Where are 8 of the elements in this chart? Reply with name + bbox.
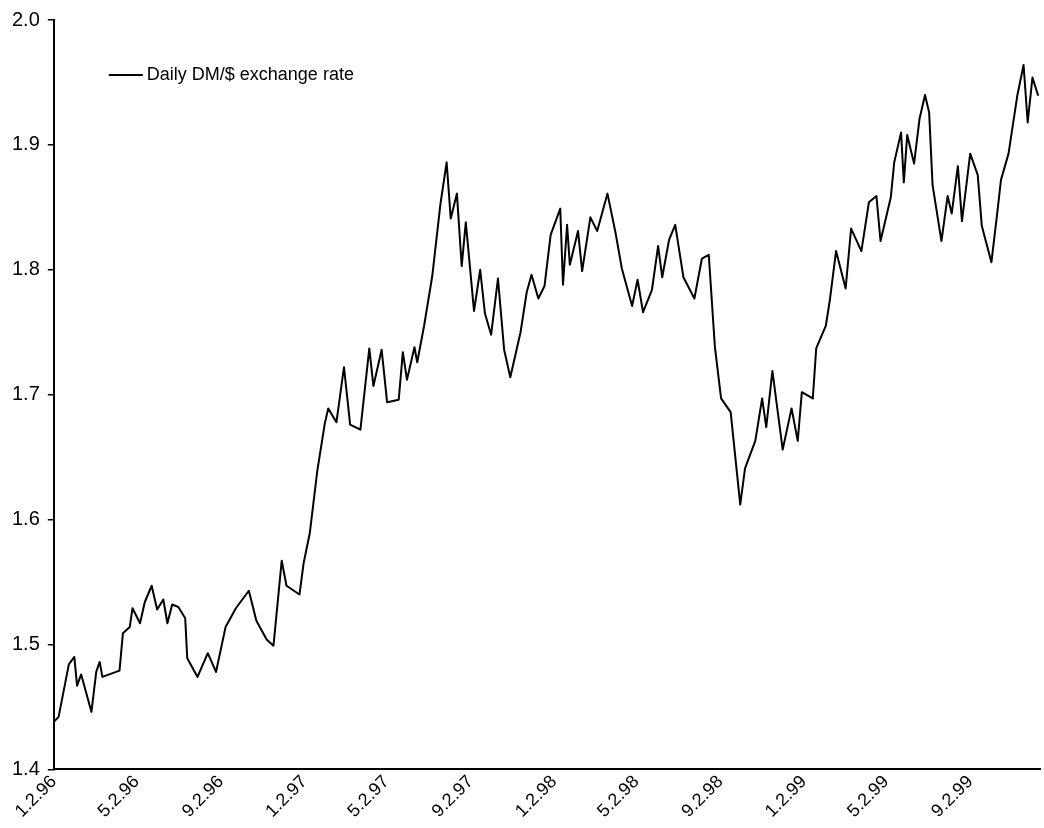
y-tick-label: 1.9 [11,132,40,155]
y-tick-label: 1.4 [11,756,40,779]
y-tick-label: 1.6 [11,507,40,530]
y-tick-label: 1.8 [11,257,40,280]
y-tick-label: 2.0 [11,7,40,30]
y-tick-label: 1.5 [11,631,40,654]
legend-label: Daily DM/$ exchange rate [146,63,354,84]
y-tick-label: 1.7 [11,382,40,405]
